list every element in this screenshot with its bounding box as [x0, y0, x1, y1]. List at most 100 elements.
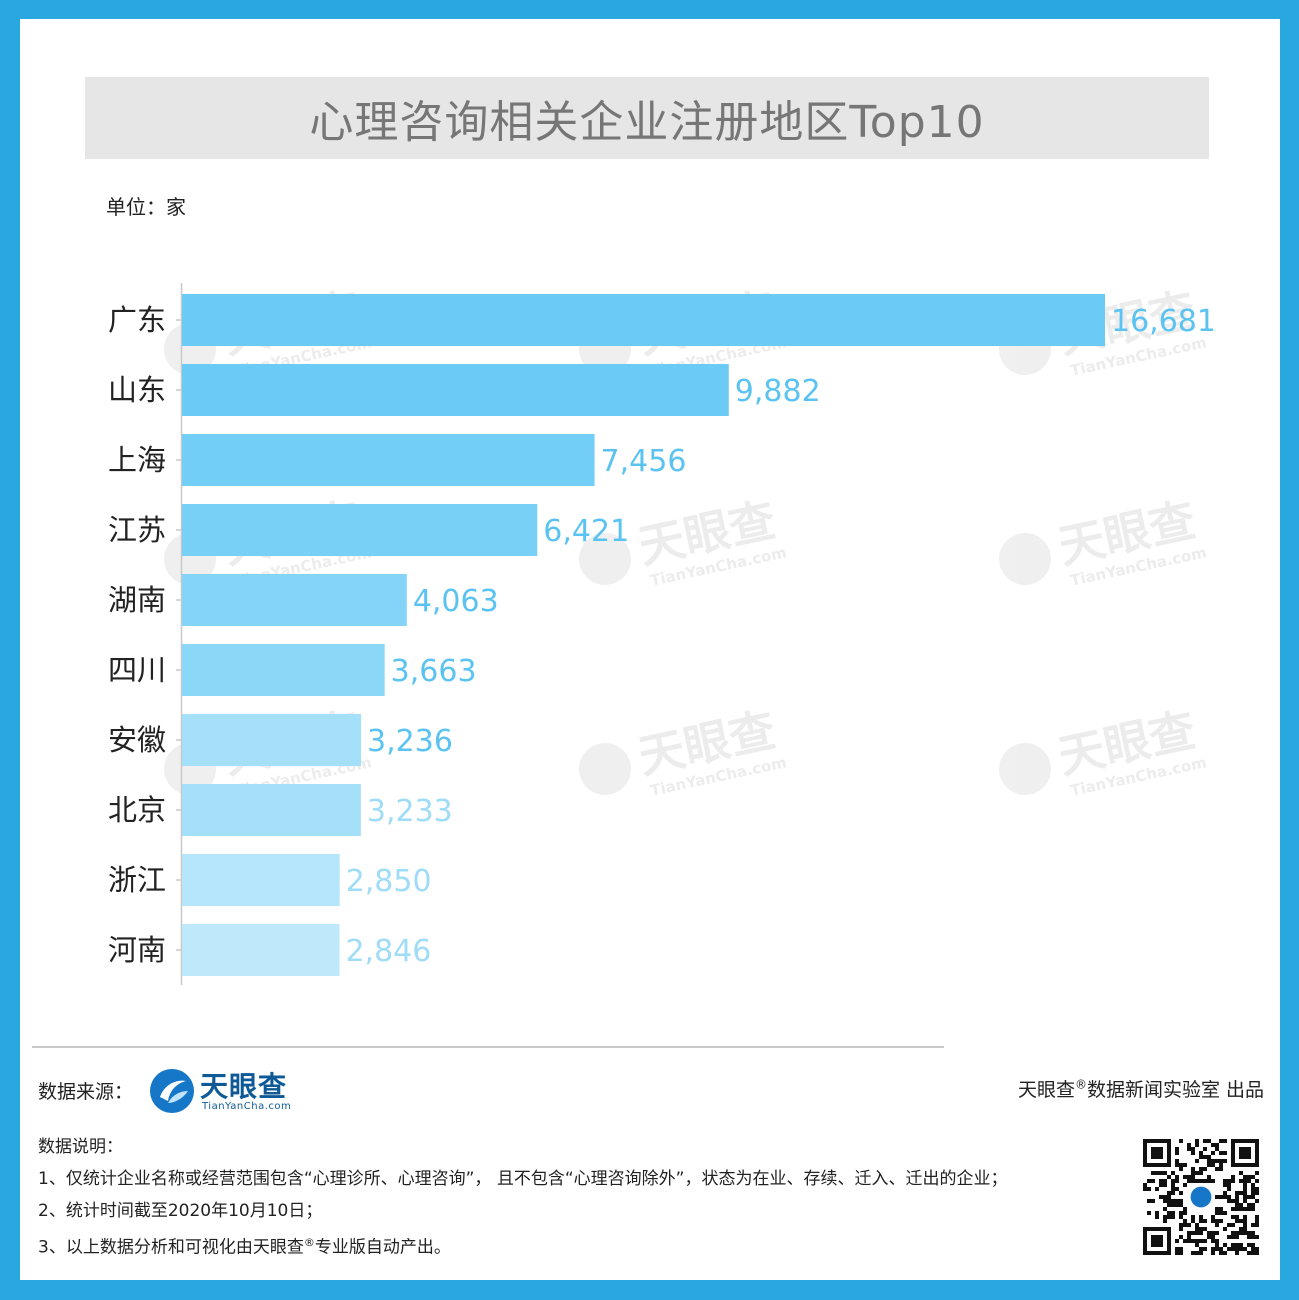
- qr-module: [1163, 1195, 1167, 1199]
- qr-module: [1179, 1211, 1183, 1215]
- qr-module: [1227, 1195, 1231, 1199]
- qr-module: [1235, 1203, 1239, 1207]
- qr-module: [1199, 1247, 1203, 1251]
- qr-module: [1143, 1187, 1147, 1191]
- qr-module: [1207, 1179, 1211, 1183]
- qr-module: [1203, 1167, 1207, 1171]
- bar: [182, 854, 340, 906]
- qr-module: [1255, 1191, 1259, 1195]
- qr-module: [1215, 1243, 1219, 1247]
- qr-module: [1199, 1219, 1203, 1223]
- value-label: 9,882: [735, 374, 821, 409]
- qr-module: [1163, 1207, 1167, 1211]
- watermark-logo-icon: [579, 533, 631, 585]
- qr-module: [1247, 1251, 1251, 1255]
- qr-module: [1215, 1207, 1219, 1211]
- qr-module: [1231, 1199, 1235, 1203]
- qr-module: [1239, 1179, 1243, 1183]
- qr-module: [1179, 1227, 1183, 1231]
- qr-module: [1231, 1179, 1235, 1183]
- qr-module: [1251, 1251, 1255, 1255]
- qr-module: [1179, 1167, 1183, 1171]
- qr-module: [1183, 1207, 1187, 1211]
- qr-module: [1191, 1215, 1195, 1219]
- qr-module: [1199, 1151, 1203, 1155]
- qr-module: [1219, 1159, 1223, 1163]
- qr-module: [1207, 1155, 1211, 1159]
- qr-module: [1195, 1227, 1199, 1231]
- qr-module: [1167, 1195, 1171, 1199]
- qr-module: [1235, 1215, 1239, 1219]
- qr-module: [1171, 1183, 1175, 1187]
- qr-module: [1195, 1143, 1199, 1147]
- qr-module: [1215, 1231, 1219, 1235]
- qr-module: [1239, 1191, 1243, 1195]
- qr-module: [1155, 1215, 1159, 1219]
- qr-module: [1183, 1211, 1187, 1215]
- qr-module: [1219, 1151, 1223, 1155]
- qr-module: [1255, 1235, 1259, 1239]
- qr-module: [1195, 1179, 1199, 1183]
- qr-module: [1251, 1235, 1255, 1239]
- producer-credit: 天眼查®数据新闻实验室 出品: [1018, 1075, 1264, 1102]
- qr-module: [1219, 1163, 1223, 1167]
- qr-module: [1187, 1235, 1191, 1239]
- qr-module: [1215, 1219, 1219, 1223]
- qr-module: [1183, 1183, 1187, 1187]
- qr-module: [1179, 1139, 1183, 1143]
- source-label: 数据来源：: [38, 1081, 134, 1103]
- qr-module: [1231, 1243, 1235, 1247]
- note-2: 2、统计时间截至2020年10月10日；: [38, 1201, 323, 1221]
- qr-module: [1167, 1175, 1171, 1179]
- value-label: 16,681: [1111, 304, 1216, 339]
- qr-module: [1251, 1247, 1255, 1251]
- qr-module: [1159, 1179, 1163, 1183]
- qr-module: [1171, 1187, 1175, 1191]
- qr-module: [1231, 1223, 1235, 1227]
- qr-module: [1247, 1175, 1251, 1179]
- qr-module: [1159, 1183, 1163, 1187]
- qr-module: [1147, 1211, 1151, 1215]
- bar: [182, 644, 385, 696]
- qr-module: [1231, 1175, 1235, 1179]
- qr-module: [1235, 1251, 1239, 1255]
- qr-module: [1219, 1139, 1223, 1143]
- qr-module: [1211, 1163, 1215, 1167]
- qr-module: [1207, 1163, 1211, 1167]
- bar: [182, 364, 729, 416]
- value-label: 3,663: [391, 654, 477, 689]
- qr-module: [1207, 1235, 1211, 1239]
- qr-module: [1227, 1247, 1231, 1251]
- qr-module: [1155, 1187, 1159, 1191]
- producer-suffix: 数据新闻实验室 出品: [1086, 1079, 1264, 1101]
- qr-module: [1223, 1159, 1227, 1163]
- qr-module: [1231, 1207, 1235, 1211]
- qr-module: [1235, 1219, 1239, 1223]
- qr-module: [1199, 1239, 1203, 1243]
- qr-module: [1195, 1231, 1199, 1235]
- chart-title: 心理咨询相关企业注册地区Top10: [309, 97, 985, 148]
- bar: [182, 294, 1105, 346]
- qr-module: [1191, 1151, 1195, 1155]
- qr-logo-icon: [1190, 1186, 1212, 1208]
- category-label: 河南: [108, 933, 166, 967]
- qr-module: [1239, 1227, 1243, 1231]
- qr-module: [1175, 1147, 1179, 1151]
- qr-module: [1171, 1191, 1175, 1195]
- qr-module: [1231, 1235, 1235, 1239]
- qr-module: [1255, 1179, 1259, 1183]
- qr-module: [1243, 1247, 1247, 1251]
- qr-module: [1251, 1243, 1255, 1247]
- qr-module: [1155, 1211, 1159, 1215]
- qr-module: [1219, 1195, 1223, 1199]
- qr-module: [1175, 1247, 1179, 1251]
- qr-module: [1175, 1179, 1179, 1183]
- watermark-logo-icon: [579, 743, 631, 795]
- qr-module: [1191, 1239, 1195, 1243]
- data-notes: 数据说明： 1、仅统计企业名称或经营范围包含“心理诊所、心理咨询”， 且不包含“…: [38, 1131, 1007, 1264]
- qr-module: [1199, 1251, 1203, 1255]
- qr-module: [1223, 1179, 1227, 1183]
- qr-module: [1219, 1207, 1223, 1211]
- qr-module: [1155, 1171, 1159, 1175]
- qr-module: [1191, 1251, 1195, 1255]
